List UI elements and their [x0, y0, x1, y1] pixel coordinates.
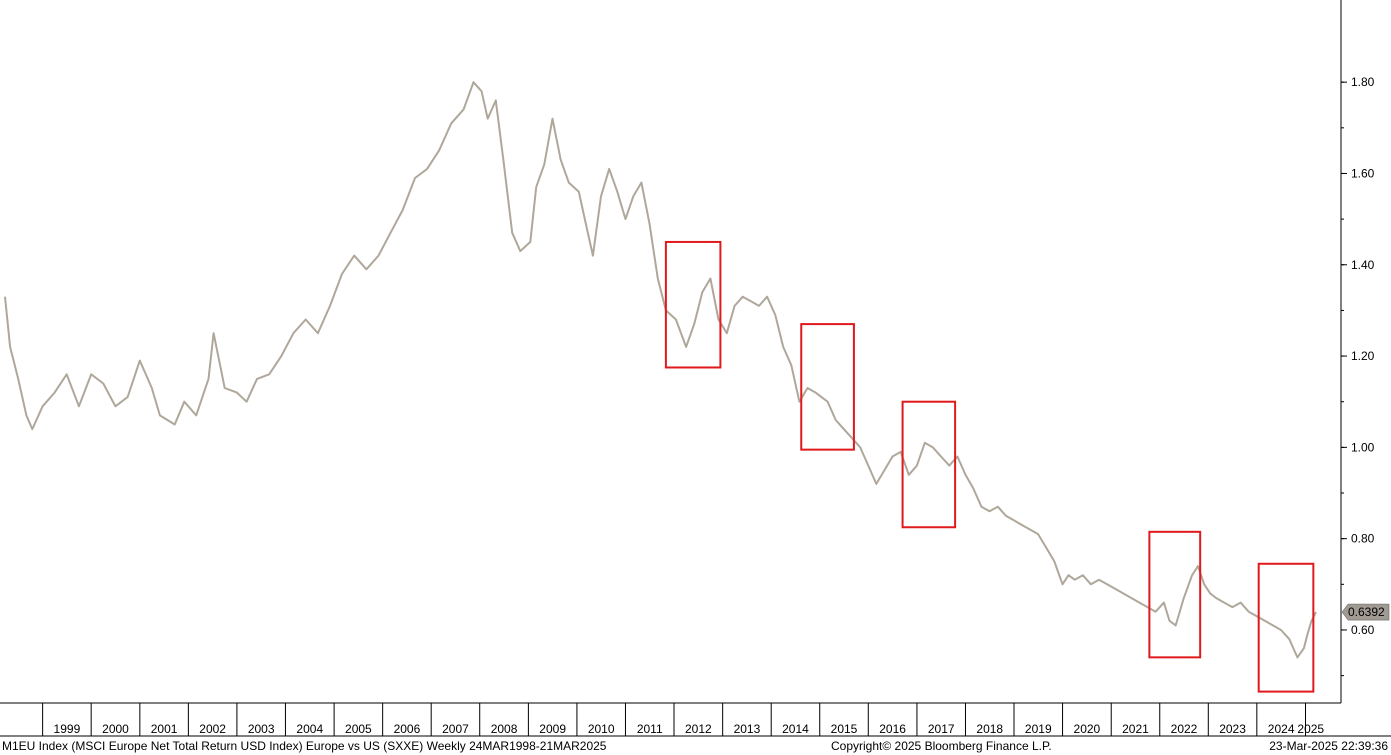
x-tick-label-2015: 2015: [831, 722, 858, 736]
y-tick-label-0.80: 0.80: [1351, 532, 1375, 546]
x-tick-label-2016: 2016: [879, 722, 906, 736]
chart-canvas: 0.60 0.80 1.00 1.20 1.40 1.60 1.80 0.6392 1999 20…: [0, 0, 1391, 737]
footer-timestamp: 23-Mar-2025 22:39:36: [1269, 739, 1388, 753]
footer-bar: M1EU Index (MSCI Europe Net Total Return…: [0, 737, 1391, 755]
last-value-label: 0.6392: [1348, 605, 1385, 619]
highlight-box-1: [664, 240, 722, 369]
x-tick-label-2006: 2006: [394, 722, 421, 736]
x-tick-label-2011: 2011: [637, 722, 663, 736]
footer-security-description: M1EU Index (MSCI Europe Net Total Return…: [2, 739, 607, 753]
x-tick-label-2023: 2023: [1219, 722, 1246, 736]
y-tick-label-0.60: 0.60: [1351, 623, 1375, 637]
x-tick-label-2025: 2025: [1297, 722, 1324, 736]
x-tick-label-2019: 2019: [1025, 722, 1052, 736]
highlight-box-5: [1257, 562, 1315, 693]
x-tick-label-2001: 2001: [151, 722, 178, 736]
x-tick-label-2014: 2014: [782, 722, 809, 736]
y-tick-label-1.40: 1.40: [1351, 258, 1375, 272]
x-tick-label-2010: 2010: [588, 722, 615, 736]
y-tick-label-1.20: 1.20: [1351, 349, 1375, 363]
footer-copyright: Copyright© 2025 Bloomberg Finance L.P.: [831, 739, 1052, 753]
highlight-box-2: [800, 323, 855, 451]
x-tick-label-2024: 2024: [1268, 722, 1295, 736]
x-tick-label-2022: 2022: [1171, 722, 1198, 736]
x-tick-label-2003: 2003: [248, 722, 275, 736]
y-tick-label-1.60: 1.60: [1351, 166, 1375, 180]
plot-area: [4, 81, 1317, 693]
x-tick-label-2002: 2002: [199, 722, 226, 736]
x-tick-label-1999: 1999: [54, 722, 81, 736]
x-tick-label-2007: 2007: [442, 722, 469, 736]
x-tick-label-2018: 2018: [976, 722, 1003, 736]
highlight-box-4: [1148, 530, 1202, 659]
x-tick-label-2005: 2005: [345, 722, 372, 736]
x-tick-label-2008: 2008: [491, 722, 518, 736]
x-tick-label-2000: 2000: [102, 722, 129, 736]
highlight-box-3: [901, 400, 957, 529]
x-tick-label-2021: 2021: [1122, 722, 1149, 736]
x-tick-label-2017: 2017: [928, 722, 955, 736]
x-tick-label-2012: 2012: [685, 722, 712, 736]
series-line-0: [4, 81, 1317, 659]
x-tick-label-2013: 2013: [734, 722, 761, 736]
last-value-badge: [1341, 603, 1390, 621]
x-tick-label-2009: 2009: [539, 722, 566, 736]
y-tick-label-1.00: 1.00: [1351, 440, 1375, 454]
x-tick-label-2004: 2004: [296, 722, 323, 736]
x-tick-label-2020: 2020: [1074, 722, 1101, 736]
axes: 0.60 0.80 1.00 1.20 1.40 1.60 1.80 0.6392 1999 20…: [0, 0, 1391, 737]
y-tick-label-1.80: 1.80: [1351, 75, 1375, 89]
